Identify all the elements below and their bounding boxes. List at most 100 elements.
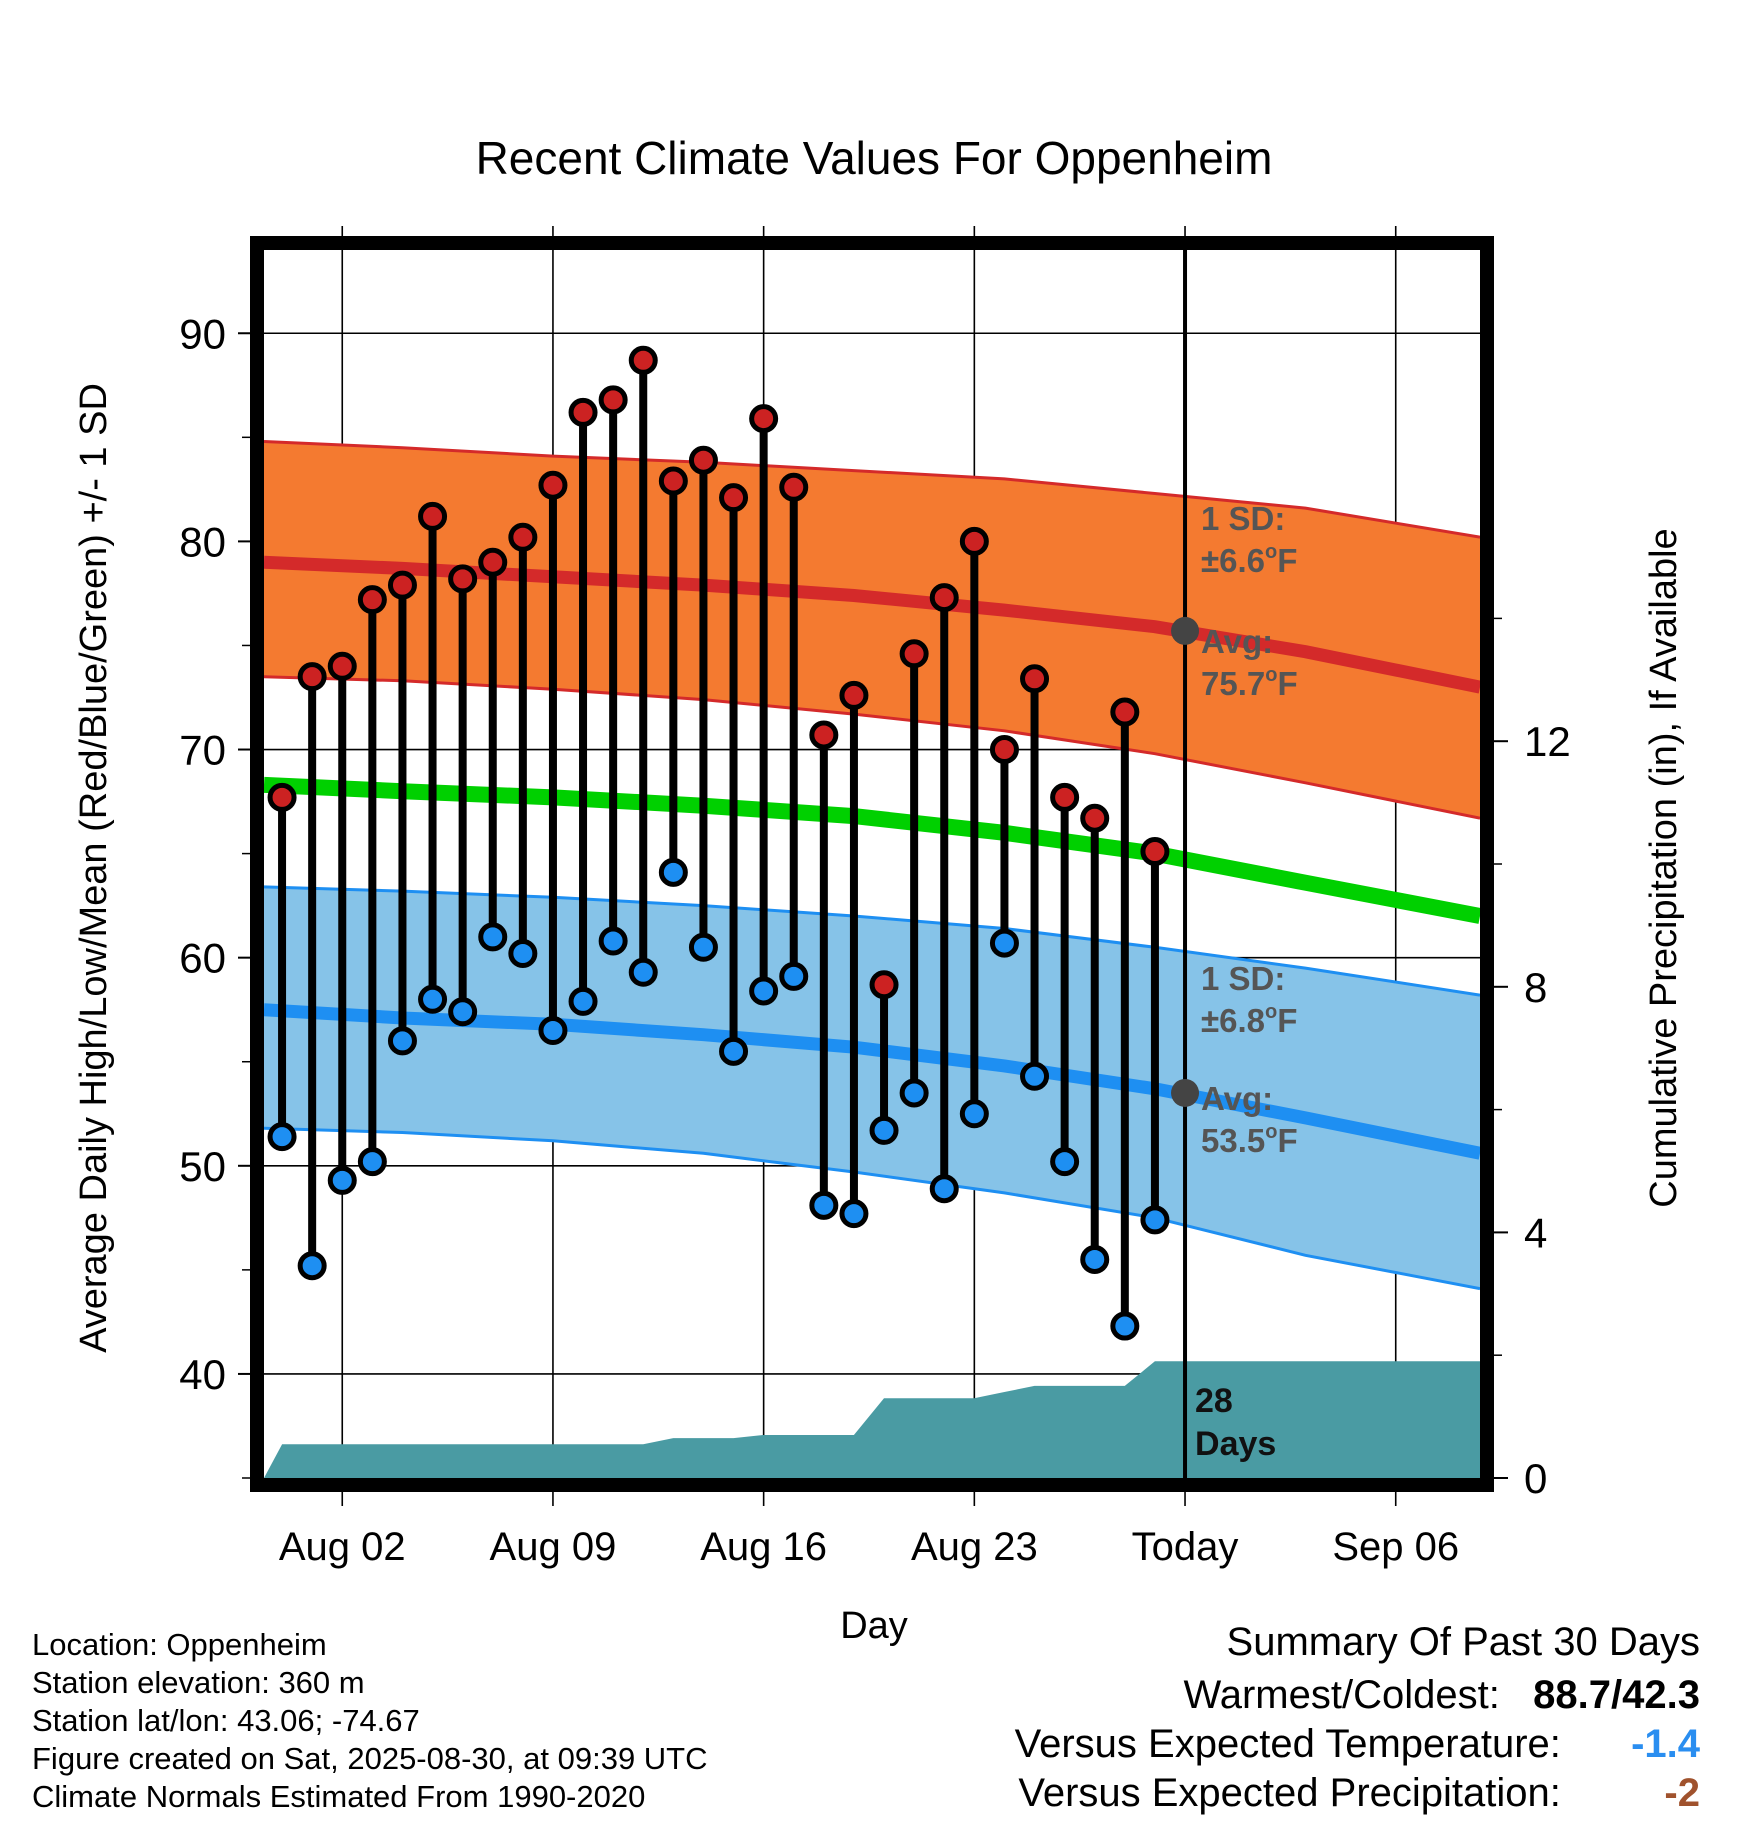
location-text: Location: Oppenheim — [32, 1627, 327, 1662]
daily-low-point — [327, 1165, 357, 1195]
daily-low-point — [1110, 1311, 1140, 1341]
daily-high-point — [779, 472, 809, 502]
daily-high-point — [1110, 697, 1140, 727]
daily-high-point — [658, 466, 688, 496]
daily-high-point — [749, 404, 779, 434]
x-tick-label: Aug 09 — [490, 1525, 617, 1569]
precip-value: -2 — [1664, 1771, 1700, 1815]
daily-high-point — [899, 639, 929, 669]
summary-panel: Summary Of Past 30 Days Warmest/Coldest:… — [1015, 1620, 1700, 1816]
y2-tick-label: 0 — [1524, 1455, 1547, 1502]
daily-high-point — [839, 680, 869, 710]
y2-tick-label: 12 — [1524, 718, 1571, 765]
elevation-text: Station elevation: 360 m — [32, 1665, 365, 1700]
days-text-label: Days — [1195, 1425, 1276, 1463]
normals-text: Climate Normals Estimated From 1990-2020 — [32, 1779, 646, 1814]
chart-title: Recent Climate Values For Oppenheim — [476, 132, 1273, 184]
y-tick-label: 50 — [179, 1143, 226, 1190]
daily-high-point — [327, 651, 357, 681]
daily-low-point — [267, 1122, 297, 1152]
x-tick-label: Aug 23 — [911, 1525, 1038, 1569]
daily-high-point — [418, 501, 448, 531]
latlon-text: Station lat/lon: 43.06; -74.67 — [32, 1703, 420, 1738]
today-high-avg-dot — [1171, 616, 1200, 645]
high-avg-annotation: Avg: — [1201, 623, 1273, 660]
daily-high-point — [869, 970, 899, 1000]
daily-low-point — [959, 1099, 989, 1129]
daily-low-point — [628, 957, 658, 987]
high-upper-edge — [264, 440, 1480, 539]
axes: 40 50 60 70 80 90 0 4 8 12 Aug 02 Aug 09 Aug 16 Aug 2… — [179, 226, 1571, 1569]
daily-low-point — [1050, 1147, 1080, 1177]
daily-high-point — [959, 526, 989, 556]
daily-high-point — [568, 397, 598, 427]
daily-high-point — [508, 522, 538, 552]
daily-low-point — [688, 932, 718, 962]
warmest-value: 88.7/42.3 — [1533, 1673, 1700, 1717]
daily-low-point — [418, 984, 448, 1014]
daily-low-point — [749, 976, 779, 1006]
y-tick-label: 40 — [179, 1351, 226, 1398]
daily-low-point — [929, 1174, 959, 1204]
plot-frame — [250, 236, 1494, 1492]
daily-high-point — [478, 547, 508, 577]
high-sd-annotation: 1 SD: — [1201, 500, 1285, 537]
y-tick-label: 90 — [179, 310, 226, 357]
daily-high-point — [357, 585, 387, 615]
daily-low-point — [297, 1251, 327, 1281]
temp-value: -1.4 — [1631, 1722, 1700, 1766]
y-axis-label: Average Daily High/Low/Mean (Red/Blue/Gr… — [73, 383, 115, 1353]
daily-low-point — [508, 938, 538, 968]
daily-low-point — [1080, 1244, 1110, 1274]
daily-high-point — [1140, 837, 1170, 867]
y2-tick-label: 8 — [1524, 964, 1547, 1011]
daily-low-point — [869, 1115, 899, 1145]
high-avg-annotation-value: 75.7oF — [1201, 664, 1298, 702]
station-info: Location: Oppenheim Station elevation: 3… — [32, 1626, 708, 1816]
y2-axis-label: Cumulative Precipitation (in), If Availa… — [1643, 528, 1685, 1207]
temp-label: Versus Expected Temperature: — [1014, 1722, 1561, 1766]
daily-high-point — [989, 735, 1019, 765]
high-sd-annotation-value: ±6.6oF — [1201, 541, 1297, 579]
y-tick-label: 60 — [179, 935, 226, 982]
x-tick-label: Aug 02 — [279, 1525, 406, 1569]
low-sd-annotation: 1 SD: — [1201, 960, 1285, 997]
daily-high-point — [538, 470, 568, 500]
summary-precip-row: Versus Expected Precipitation: -2 — [1015, 1771, 1700, 1816]
y2-tick-label: 4 — [1524, 1209, 1547, 1256]
daily-high-point — [628, 345, 658, 375]
low-sd-annotation-value: ±6.8oF — [1201, 1001, 1297, 1039]
daily-low-point — [809, 1190, 839, 1220]
x-tick-label: Sep 06 — [1332, 1525, 1459, 1569]
plot-area: 1 SD: ±6.6oF Avg: 75.7oF 1 SD: ±6.8oF Avg: 53.5… — [264, 250, 1480, 1478]
daily-high-point — [1020, 664, 1050, 694]
high-sd-band — [264, 441, 1480, 819]
summary-temp-row: Versus Expected Temperature: -1.4 — [1015, 1722, 1700, 1767]
daily-low-point — [478, 922, 508, 952]
days-count-label: 28 — [1195, 1382, 1233, 1420]
summary-warmest-row: Warmest/Coldest: 88.7/42.3 — [1015, 1673, 1700, 1718]
daily-low-point — [989, 928, 1019, 958]
daily-high-point — [387, 570, 417, 600]
daily-high-point — [1080, 803, 1110, 833]
today-low-avg-dot — [1171, 1078, 1200, 1107]
daily-low-point — [719, 1036, 749, 1066]
x-axis-label: Day — [840, 1605, 908, 1647]
daily-low-point — [1140, 1205, 1170, 1235]
precip-area — [264, 1361, 1480, 1478]
created-text: Figure created on Sat, 2025-08-30, at 09… — [32, 1741, 708, 1776]
daily-low-point — [658, 857, 688, 887]
y-tick-label: 80 — [179, 518, 226, 565]
plot-clip-group: 1 SD: ±6.6oF Avg: 75.7oF 1 SD: ±6.8oF Avg: 53.5… — [264, 250, 1480, 1478]
daily-high-point — [719, 483, 749, 513]
daily-low-point — [899, 1078, 929, 1108]
daily-high-point — [267, 782, 297, 812]
daily-low-point — [387, 1026, 417, 1056]
daily-high-point — [688, 445, 718, 475]
daily-high-point — [809, 720, 839, 750]
warmest-label: Warmest/Coldest: — [1183, 1673, 1500, 1717]
precip-label: Versus Expected Precipitation: — [1018, 1771, 1561, 1815]
daily-high-point — [297, 662, 327, 692]
daily-low-point — [779, 961, 809, 991]
summary-title: Summary Of Past 30 Days — [1226, 1620, 1700, 1664]
